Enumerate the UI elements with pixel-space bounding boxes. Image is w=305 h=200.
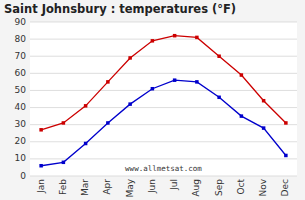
- chart-container: 0 10 20 30 40 50 60 70 80 90 Jan Feb Mar Apr May Jun Jul…: [0, 0, 305, 200]
- y-tick-label: 90: [15, 17, 27, 27]
- x-tick-label: Feb: [58, 179, 68, 195]
- grid-line: [30, 158, 297, 159]
- series-marker: [128, 56, 132, 60]
- series-marker: [262, 126, 266, 130]
- y-tick-label: 20: [15, 136, 27, 146]
- grid-line: [30, 107, 297, 108]
- series-marker: [240, 114, 244, 118]
- series-marker: [128, 102, 132, 106]
- x-tick-label: Sep: [214, 179, 224, 196]
- series-marker: [284, 121, 288, 125]
- plot-background: [30, 22, 297, 176]
- grid-line: [30, 22, 297, 23]
- x-tick-label: Nov: [258, 178, 268, 196]
- series-marker: [84, 104, 88, 108]
- series-marker: [217, 96, 221, 100]
- series-marker: [106, 80, 110, 84]
- x-tick-label: Dec: [280, 179, 290, 196]
- x-tick-label: Aug: [191, 179, 201, 197]
- y-tick-label: 80: [15, 34, 27, 44]
- series-marker: [39, 128, 43, 132]
- x-tick-label: Jul: [169, 179, 179, 191]
- x-tick-label: Apr: [102, 179, 112, 195]
- y-tick-label: 40: [15, 102, 27, 112]
- y-tick-label: 50: [15, 85, 27, 95]
- series-marker: [284, 154, 288, 158]
- series-marker: [151, 39, 155, 43]
- chart: 0 10 20 30 40 50 60 70 80 90 Jan Feb Mar Apr May Jun Jul…: [0, 0, 305, 200]
- series-marker: [173, 34, 177, 38]
- series-marker: [262, 99, 266, 103]
- x-tick-label: May: [125, 178, 135, 197]
- x-tick-label: Mar: [80, 179, 90, 196]
- grid-line: [30, 73, 297, 74]
- y-tick-label: 60: [15, 68, 27, 78]
- series-marker: [151, 87, 155, 91]
- x-tick-label: Jun: [147, 179, 157, 194]
- series-marker: [39, 164, 43, 168]
- series-marker: [62, 161, 66, 165]
- series-marker: [195, 80, 199, 84]
- series-group: [39, 34, 287, 168]
- series-marker: [84, 142, 88, 146]
- chart-title: Saint Johnsbury : temperatures (°F): [4, 2, 236, 16]
- series-marker: [62, 121, 66, 125]
- grid-line: [30, 56, 297, 57]
- grid-line: [30, 141, 297, 142]
- series-line: [41, 80, 286, 166]
- x-tick-label: Oct: [236, 179, 246, 195]
- series-marker: [217, 54, 221, 58]
- y-tick-label: 70: [15, 51, 27, 61]
- x-tick-label: Jan: [36, 179, 46, 194]
- annotation: www.allmetsat.com: [125, 164, 202, 173]
- grid-line: [30, 176, 297, 177]
- series-marker: [240, 73, 244, 77]
- series-marker: [195, 36, 199, 40]
- grid-line: [30, 90, 297, 91]
- y-tick-label: 30: [15, 119, 27, 129]
- series-line: [41, 36, 286, 130]
- y-tick-label: 10: [15, 153, 27, 163]
- y-tick-label: 0: [20, 171, 26, 181]
- series-marker: [173, 78, 177, 82]
- series-marker: [106, 121, 110, 125]
